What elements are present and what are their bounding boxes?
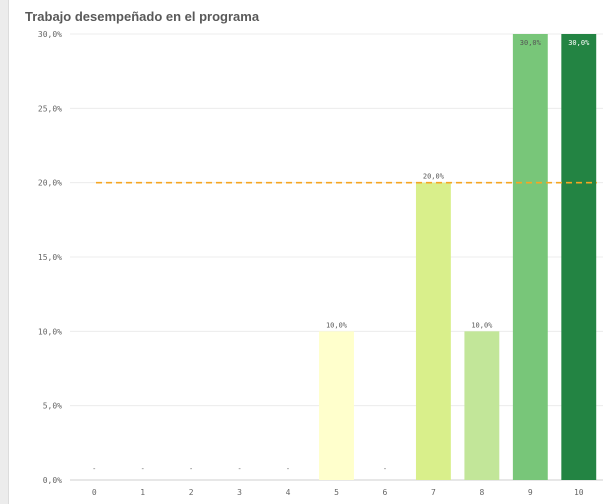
y-tick-label: 0,0% [43, 476, 62, 485]
bar [464, 331, 500, 480]
data-label: - [141, 465, 145, 473]
y-tick-label: 30,0% [38, 30, 62, 39]
bar [415, 182, 451, 480]
data-label: - [286, 465, 290, 473]
data-label: 10,0% [326, 321, 348, 329]
x-tick-label: 3 [237, 488, 242, 497]
x-tick-label: 7 [431, 488, 436, 497]
x-tick-label: 6 [383, 488, 388, 497]
x-tick-label: 10 [574, 488, 584, 497]
data-label: - [92, 465, 96, 473]
y-tick-label: 10,0% [38, 327, 62, 336]
chart-title: Trabajo desempeñado en el programa [25, 9, 260, 24]
y-tick-label: 5,0% [43, 402, 62, 411]
data-label: 30,0% [520, 39, 542, 47]
x-tick-label: 0 [92, 488, 97, 497]
bar [561, 34, 597, 480]
data-label: - [383, 465, 387, 473]
bar [512, 34, 548, 480]
bar [319, 331, 354, 480]
data-label: - [237, 465, 241, 473]
y-tick-label: 25,0% [38, 104, 62, 113]
data-label: - [189, 465, 193, 473]
x-tick-label: 9 [528, 488, 533, 497]
x-tick-label: 1 [140, 488, 145, 497]
x-tick-label: 5 [334, 488, 339, 497]
data-label: 10,0% [471, 321, 493, 329]
data-label: 30,0% [568, 39, 590, 47]
y-tick-label: 20,0% [38, 179, 62, 188]
x-tick-label: 2 [189, 488, 194, 497]
y-tick-label: 15,0% [38, 253, 62, 262]
data-label: 20,0% [423, 173, 445, 181]
panel-edge [0, 0, 9, 504]
x-tick-label: 8 [479, 488, 484, 497]
x-tick-label: 4 [286, 488, 291, 497]
